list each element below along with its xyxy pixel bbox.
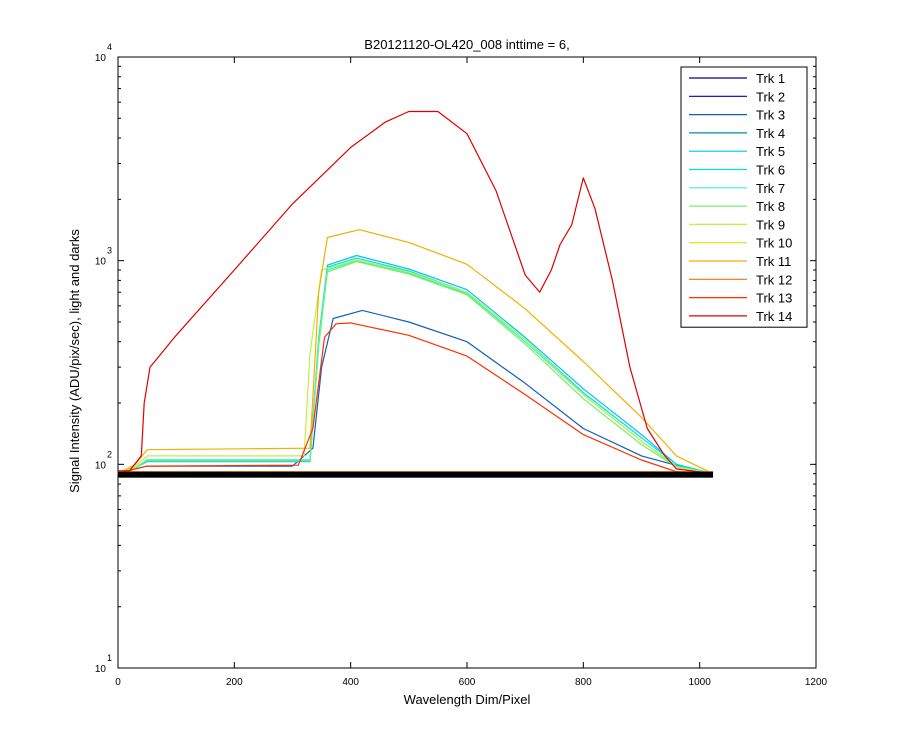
legend-label: Trk 10 bbox=[756, 236, 792, 251]
y-tick-exponent: 3 bbox=[107, 246, 112, 256]
x-tick-label: 200 bbox=[226, 677, 243, 688]
x-axis-label: Wavelength Dim/Pixel bbox=[404, 692, 531, 707]
x-tick-label: 1200 bbox=[805, 677, 828, 688]
y-tick-label: 10 bbox=[95, 257, 107, 268]
legend-label: Trk 1 bbox=[756, 71, 785, 86]
x-tick-label: 600 bbox=[459, 677, 476, 688]
x-tick-label: 1000 bbox=[689, 677, 712, 688]
x-tick-label: 0 bbox=[115, 677, 121, 688]
legend-label: Trk 7 bbox=[756, 181, 785, 196]
y-tick-label: 10 bbox=[95, 664, 107, 675]
legend-label: Trk 8 bbox=[756, 199, 785, 214]
legend-label: Trk 13 bbox=[756, 291, 792, 306]
y-tick-exponent: 1 bbox=[107, 653, 112, 663]
legend-label: Trk 14 bbox=[756, 309, 792, 324]
series-line-trk-13 bbox=[117, 322, 714, 475]
series-line-trk-8 bbox=[117, 261, 714, 475]
y-axis-label: Signal Intensity (ADU/pix/sec), light an… bbox=[67, 229, 82, 493]
series-line-trk-14 bbox=[118, 110, 714, 475]
legend-label: Trk 9 bbox=[756, 217, 785, 232]
y-tick-label: 10 bbox=[95, 460, 107, 471]
x-tick-label: 400 bbox=[342, 677, 359, 688]
legend-label: Trk 4 bbox=[756, 126, 785, 141]
chart-title: B20121120-OL420_008 inttime = 6, bbox=[364, 37, 569, 52]
legend-label: Trk 5 bbox=[756, 144, 785, 159]
series-line-trk-6 bbox=[117, 257, 714, 475]
legend-label: Trk 6 bbox=[756, 163, 785, 178]
dark-baseline-band bbox=[118, 471, 714, 478]
legend: Trk 1 Trk 2 Trk 3 Trk 4 Trk 5 Trk 6 Trk 7 Trk 8… bbox=[680, 66, 808, 328]
y-tick-exponent: 4 bbox=[107, 42, 112, 52]
legend-label: Trk 2 bbox=[756, 89, 785, 104]
y-tick-label: 10 bbox=[95, 53, 107, 64]
legend-label: Trk 12 bbox=[756, 272, 792, 287]
series-line-trk-9 bbox=[117, 259, 714, 475]
legend-label: Trk 3 bbox=[756, 108, 785, 123]
series-line-trk-11 bbox=[117, 229, 714, 475]
legend-label: Trk 11 bbox=[756, 254, 791, 269]
y-tick-exponent: 2 bbox=[107, 449, 112, 459]
series-line-trk-5 bbox=[117, 254, 714, 475]
x-tick-label: 800 bbox=[575, 677, 592, 688]
legend-box bbox=[680, 66, 808, 328]
